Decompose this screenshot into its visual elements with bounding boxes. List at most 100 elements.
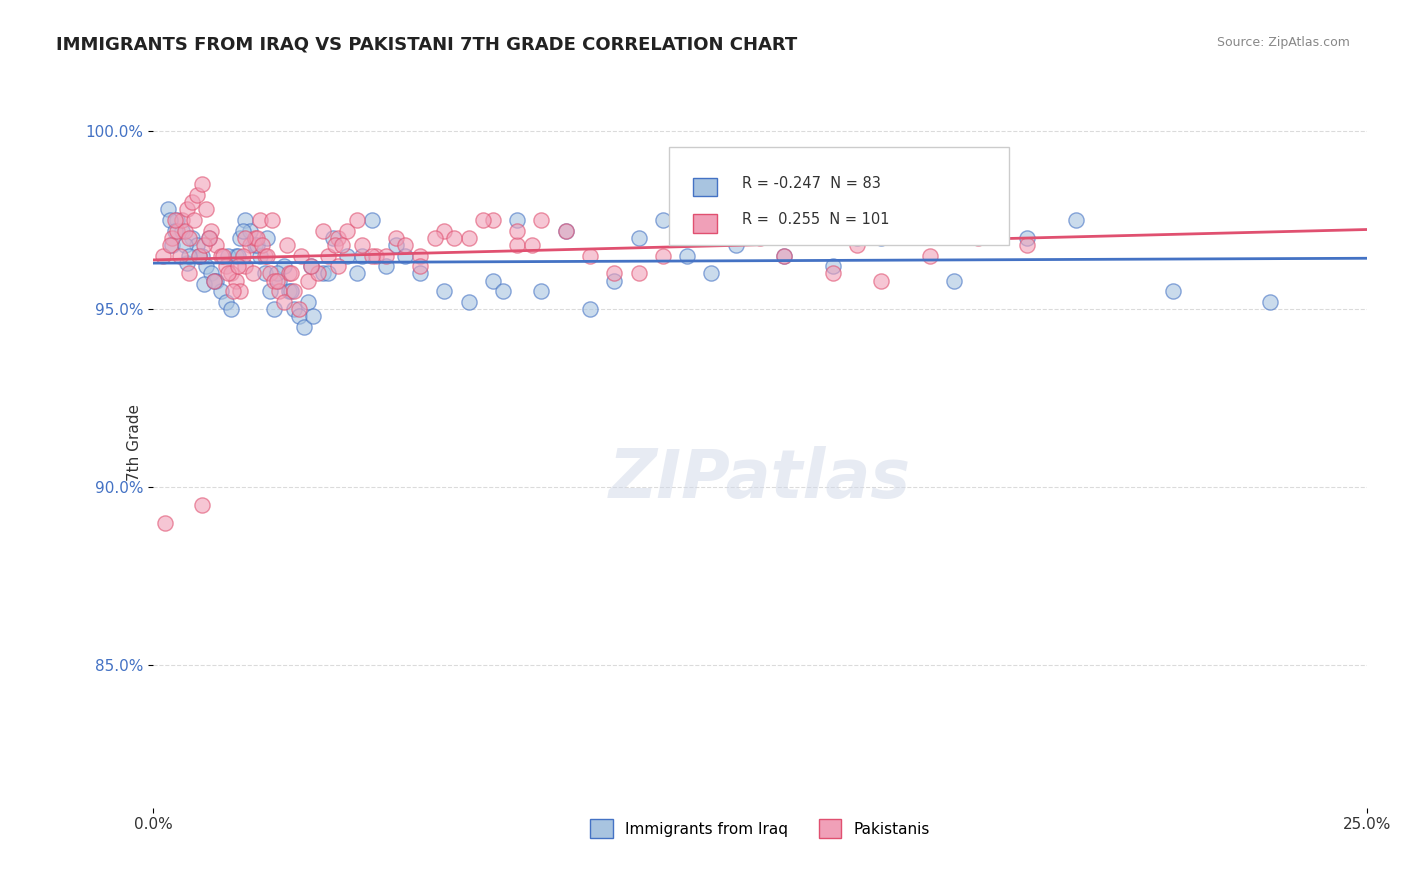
- Point: [457, 231, 479, 245]
- Point: [554, 224, 576, 238]
- Point: [233, 213, 256, 227]
- Point: [423, 231, 446, 245]
- Point: [409, 259, 432, 273]
- Point: [457, 294, 479, 309]
- Point: [212, 249, 235, 263]
- Point: [724, 238, 747, 252]
- Point: [433, 284, 456, 298]
- Point: [283, 301, 305, 316]
- Point: [200, 266, 222, 280]
- Point: [676, 249, 699, 263]
- Point: [188, 249, 211, 263]
- Point: [482, 273, 505, 287]
- Point: [287, 309, 309, 323]
- Point: [252, 238, 274, 252]
- Point: [225, 249, 247, 263]
- Point: [773, 249, 796, 263]
- Point: [190, 498, 212, 512]
- Point: [259, 284, 281, 298]
- Point: [312, 224, 335, 238]
- Point: [202, 273, 225, 287]
- FancyBboxPatch shape: [693, 214, 717, 233]
- Point: [229, 284, 252, 298]
- Point: [287, 301, 309, 316]
- Point: [269, 273, 291, 287]
- Point: [290, 249, 312, 263]
- Point: [1161, 284, 1184, 298]
- Point: [183, 213, 205, 227]
- Point: [162, 238, 184, 252]
- Point: [312, 266, 335, 280]
- Point: [229, 231, 252, 245]
- Text: IMMIGRANTS FROM IRAQ VS PAKISTANI 7TH GRADE CORRELATION CHART: IMMIGRANTS FROM IRAQ VS PAKISTANI 7TH GR…: [56, 36, 797, 54]
- Point: [943, 213, 966, 227]
- Point: [627, 231, 650, 245]
- Point: [276, 238, 298, 252]
- Point: [163, 213, 186, 227]
- Point: [233, 259, 256, 273]
- Point: [346, 266, 368, 280]
- Point: [676, 231, 699, 245]
- Point: [409, 266, 432, 280]
- Point: [173, 224, 195, 238]
- Point: [198, 231, 221, 245]
- Point: [217, 249, 239, 263]
- Point: [225, 273, 247, 287]
- Point: [232, 224, 254, 238]
- Point: [307, 266, 329, 280]
- Point: [336, 224, 359, 238]
- Point: [1064, 213, 1087, 227]
- Point: [256, 249, 278, 263]
- Point: [350, 238, 373, 252]
- Point: [366, 249, 388, 263]
- Point: [226, 259, 249, 273]
- Point: [243, 238, 266, 252]
- Point: [179, 249, 201, 263]
- Point: [242, 266, 264, 280]
- Point: [195, 259, 218, 273]
- Point: [249, 249, 271, 263]
- Point: [579, 249, 602, 263]
- Point: [520, 238, 543, 252]
- Point: [627, 266, 650, 280]
- Point: [346, 213, 368, 227]
- Point: [159, 213, 181, 227]
- Point: [186, 238, 208, 252]
- Point: [176, 255, 198, 269]
- Text: ZIPatlas: ZIPatlas: [609, 446, 911, 512]
- Legend: Immigrants from Iraq, Pakistanis: Immigrants from Iraq, Pakistanis: [583, 814, 936, 844]
- Point: [283, 284, 305, 298]
- Point: [266, 266, 288, 280]
- Point: [205, 273, 228, 287]
- Point: [360, 249, 382, 263]
- Point: [579, 301, 602, 316]
- Point: [215, 294, 238, 309]
- Point: [316, 266, 339, 280]
- Point: [870, 231, 893, 245]
- Point: [219, 301, 242, 316]
- Point: [195, 202, 218, 217]
- Point: [152, 249, 174, 263]
- Point: [299, 259, 322, 273]
- Point: [209, 249, 232, 263]
- Point: [269, 284, 291, 298]
- Point: [323, 238, 346, 252]
- Point: [156, 202, 179, 217]
- Point: [217, 266, 239, 280]
- Point: [336, 249, 359, 263]
- Point: [773, 249, 796, 263]
- Point: [172, 213, 194, 227]
- Point: [239, 238, 262, 252]
- Point: [491, 284, 513, 298]
- Point: [215, 259, 238, 273]
- Point: [530, 284, 553, 298]
- Point: [263, 301, 285, 316]
- Point: [384, 231, 406, 245]
- Point: [243, 231, 266, 245]
- Point: [350, 249, 373, 263]
- Text: Source: ZipAtlas.com: Source: ZipAtlas.com: [1216, 36, 1350, 49]
- Point: [232, 249, 254, 263]
- Point: [173, 238, 195, 252]
- Point: [253, 249, 276, 263]
- Point: [162, 231, 184, 245]
